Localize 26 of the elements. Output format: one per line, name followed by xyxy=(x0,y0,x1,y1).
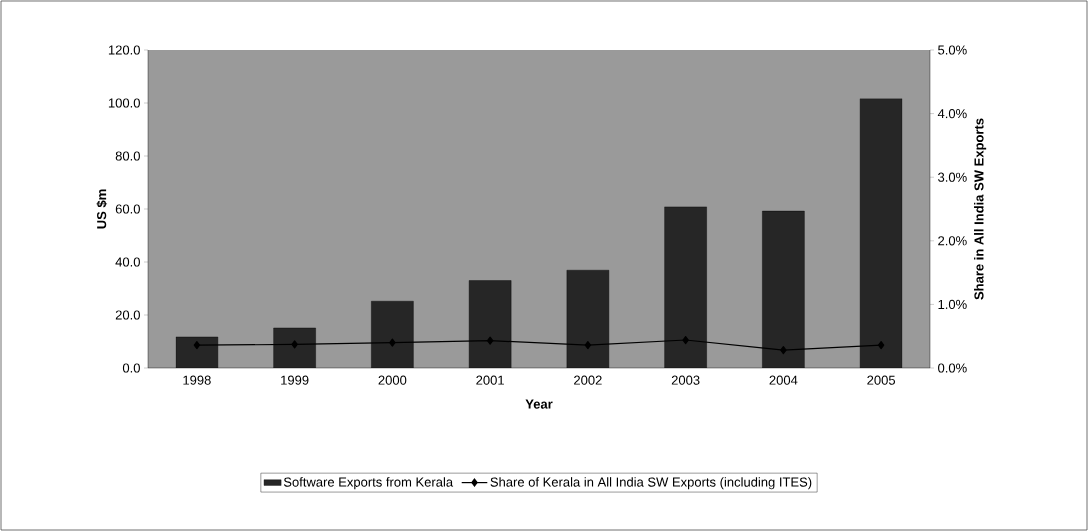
y2-tick-label: 2.0% xyxy=(938,236,967,246)
y-tick-label: 0.0 xyxy=(122,363,140,373)
y-tick-label: 60.0 xyxy=(115,204,140,214)
x-tick-label: 2001 xyxy=(476,375,504,385)
x-tick-label: 2004 xyxy=(769,375,798,385)
y2-axis-title: Share in All India SW Exports xyxy=(974,118,987,300)
x-tick-label: 2002 xyxy=(574,375,602,385)
legend-label: Software Exports from Kerala xyxy=(283,477,454,490)
y2-tick-label: 0.0% xyxy=(938,363,967,373)
x-axis-title: Year xyxy=(525,399,553,409)
y-tick-label: 100.0 xyxy=(108,98,140,108)
x-tick-label: 1998 xyxy=(183,375,211,385)
x-tick-label: 2005 xyxy=(867,375,896,385)
y2-tick-label: 4.0% xyxy=(937,109,967,119)
x-tick-label: 2003 xyxy=(671,375,700,385)
y-tick-label: 40.0 xyxy=(115,257,140,267)
x-tick-label: 2000 xyxy=(378,375,407,385)
y2-tick-label: 5.0% xyxy=(938,45,967,55)
y-tick-label: 20.0 xyxy=(115,310,140,320)
x-tick-label: 1999 xyxy=(281,375,309,385)
y2-tick-label: 3.0% xyxy=(938,172,967,182)
y-axis-title: US $m xyxy=(96,189,108,229)
y2-tick-label: 1.0% xyxy=(938,299,967,309)
legend-label: Share of Kerala in All India SW Exports (including ITES) xyxy=(490,477,812,490)
y-tick-label: 80.0 xyxy=(115,151,140,161)
y-tick-label: 120.0 xyxy=(108,45,140,55)
